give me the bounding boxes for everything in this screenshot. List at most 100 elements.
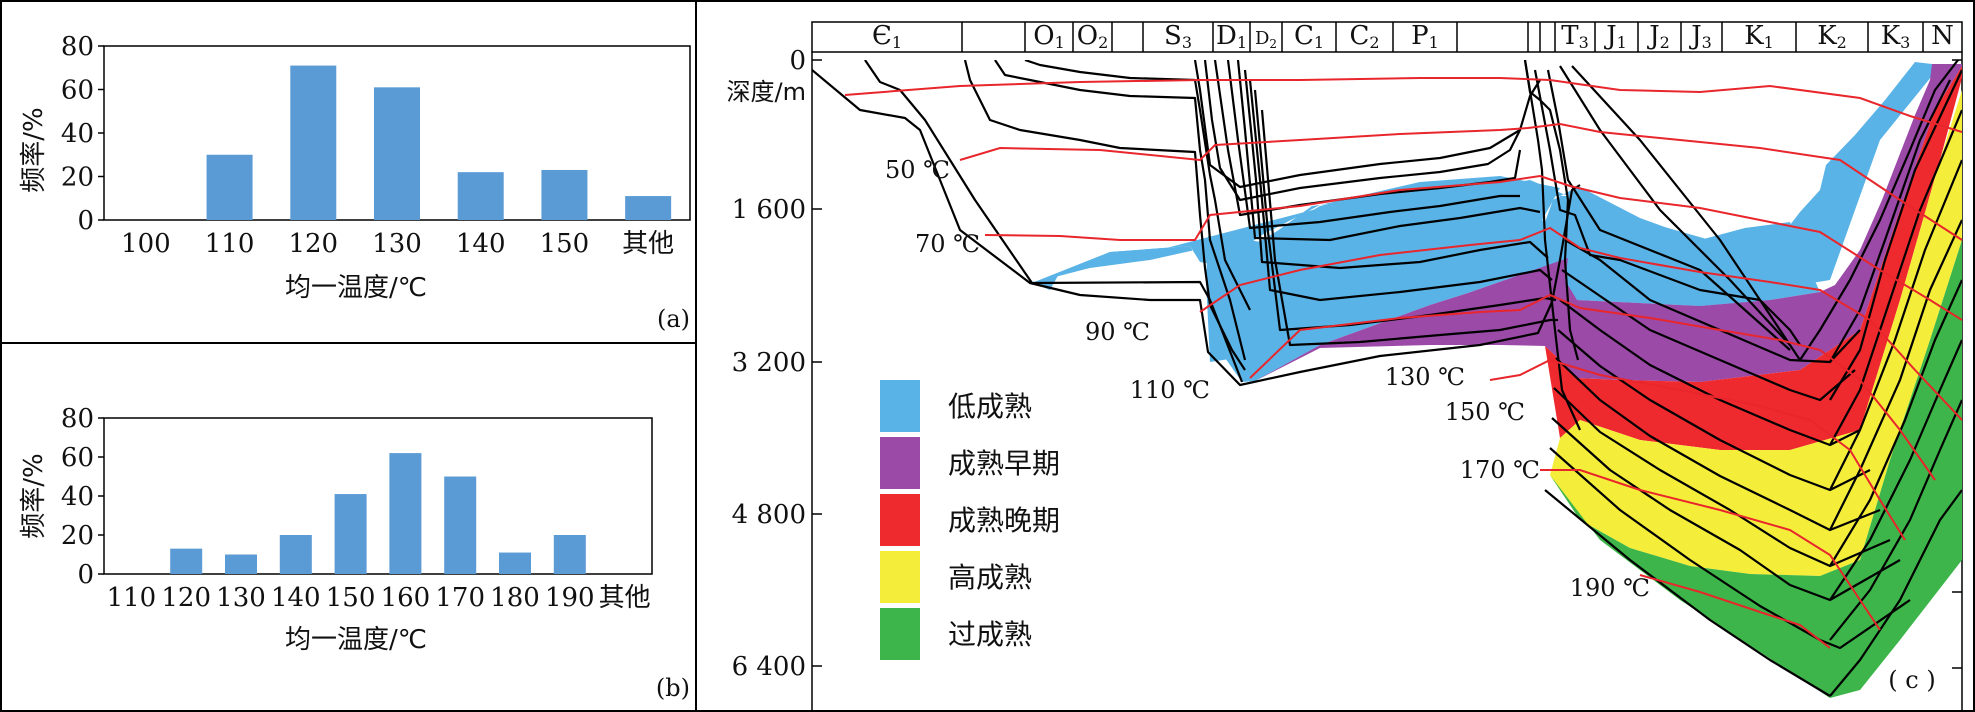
depth-tick-label: 0 <box>789 46 806 76</box>
strata-label: N <box>1931 21 1954 51</box>
strata-label: D2 <box>1255 28 1277 51</box>
y-tick-label: 40 <box>61 482 94 512</box>
strata-label: C1 <box>1294 21 1324 52</box>
bar-120 <box>170 548 203 574</box>
isotherm-label: 70 ℃ <box>915 230 980 258</box>
strata-label: J3 <box>1688 21 1712 52</box>
panel-label-a: (a) <box>657 305 690 333</box>
y-tick-label: 40 <box>61 119 94 149</box>
y-ticks-b: 0 20 40 60 80 <box>61 404 104 590</box>
burial-curve <box>1829 109 1962 446</box>
isotherm-70 <box>959 122 1962 241</box>
burial-curve <box>1024 60 1251 311</box>
x-ticks-a: 100 110 120 130 140 150 其他 <box>121 229 674 259</box>
depth-ticks: 0 1 600 3 200 4 800 6 400 <box>732 46 822 682</box>
histogram-a: 0 20 40 60 80 100 110 120 130 140 150 其他 频率/% 均一温度… <box>19 32 691 333</box>
y-tick-label: 20 <box>61 163 94 193</box>
depth-tick-label: 3 200 <box>732 348 806 378</box>
isotherm-label: 190 ℃ <box>1570 574 1650 602</box>
x-tick-label: 160 <box>381 583 431 613</box>
bar-110 <box>206 154 253 220</box>
legend-swatch <box>880 380 920 432</box>
bar-150 <box>541 169 588 220</box>
x-ticks-b: 110 120 130 140 150 160 170 180 190 其他 <box>107 583 651 613</box>
strata-label: K1 <box>1744 21 1774 52</box>
zone-early-maturity <box>1255 64 1962 382</box>
strata-label: J1 <box>1603 21 1627 52</box>
burial-curve <box>1829 279 1962 567</box>
isotherm-labels: 50 ℃ 70 ℃ 90 ℃ 110 ℃ 130 ℃ 150 ℃ 170 ℃ 190 ℃ <box>885 156 1650 602</box>
bar-130 <box>374 87 420 220</box>
strata-label: O2 <box>1077 21 1109 52</box>
isotherm-170 <box>1540 469 1881 631</box>
x-tick-label: 120 <box>288 229 338 259</box>
x-tick-label: 150 <box>326 583 376 613</box>
burial-curve <box>1248 79 1553 302</box>
isotherm-label: 170 ℃ <box>1460 456 1540 484</box>
isotherm-label: 150 ℃ <box>1445 398 1525 426</box>
burial-history-c: Є1 O1 O2 S3 D1 D2 C1 C2 P1 T3 J1 J2 J3 K1 K2 K3 N 0 1 600… <box>727 21 1963 712</box>
bar-130 <box>225 554 257 574</box>
bar-140 <box>279 535 312 574</box>
strata-label: K3 <box>1881 21 1911 52</box>
bars-a <box>206 65 672 220</box>
strata-label: S3 <box>1164 21 1192 52</box>
strata-label: C2 <box>1349 21 1379 52</box>
x-tick-label: 130 <box>216 583 266 613</box>
x-tick-label: 120 <box>161 583 211 613</box>
y-axis-label-a: 频率/% <box>19 107 49 192</box>
burial-curve <box>1523 60 1582 431</box>
isotherm-label: 110 ℃ <box>1130 376 1210 404</box>
x-tick-label: 110 <box>107 583 157 613</box>
isotherms <box>844 77 1962 649</box>
isotherm-190 <box>1639 574 1831 649</box>
burial-curve <box>864 60 1244 383</box>
x-tick-label: 其他 <box>622 229 674 259</box>
x-tick-label: 190 <box>545 583 595 613</box>
panel-label-b: (b) <box>656 674 690 702</box>
isotherm-110 <box>1199 226 1962 421</box>
burial-curve <box>1829 489 1962 697</box>
y-tick-label: 80 <box>61 32 94 62</box>
burial-curve <box>1226 60 1520 230</box>
burial-curve <box>1829 339 1962 601</box>
strata-label: Є1 <box>872 21 902 52</box>
burial-curve <box>1561 269 1856 402</box>
depth-tick-label: 1 600 <box>732 195 806 225</box>
x-tick-label: 100 <box>121 229 171 259</box>
bar-120 <box>290 65 337 220</box>
burial-curve <box>1546 69 1791 351</box>
panel-label-c: ( c ) <box>1888 666 1935 694</box>
y-tick-label: 0 <box>77 560 94 590</box>
burial-curve <box>1243 69 1549 270</box>
x-tick-label: 130 <box>372 229 422 259</box>
legend-label: 高成熟 <box>948 561 1032 594</box>
y-tick-label: 20 <box>61 521 94 551</box>
isotherm-150 <box>1489 358 1906 541</box>
burial-curve <box>994 60 1247 361</box>
x-tick-label: 140 <box>271 583 321 613</box>
bar-其他 <box>625 196 672 220</box>
strata-label: K2 <box>1817 21 1847 52</box>
bar-180 <box>499 552 531 574</box>
isotherm-50 <box>844 77 1962 133</box>
strata-header <box>811 21 1963 53</box>
depth-tick-label: 4 800 <box>732 500 806 530</box>
burial-curve <box>1829 219 1962 531</box>
burial-curves <box>812 60 1962 697</box>
y-axis-label-b: 频率/% <box>19 453 49 538</box>
bar-190 <box>553 535 586 574</box>
burial-curve <box>1544 489 1831 697</box>
depth-axis-label: 深度/m <box>727 78 806 106</box>
burial-curve <box>1236 60 1541 242</box>
legend-label: 成熟晚期 <box>948 504 1060 537</box>
burial-curve <box>1193 60 1541 189</box>
x-axis-label-a: 均一温度/℃ <box>285 273 427 303</box>
zone-high-maturity <box>1550 90 1962 576</box>
isotherm-label: 130 ℃ <box>1385 363 1465 391</box>
burial-curve <box>963 60 1246 371</box>
y-ticks-a: 0 20 40 60 80 <box>61 32 104 236</box>
x-tick-label: 其他 <box>599 583 651 613</box>
